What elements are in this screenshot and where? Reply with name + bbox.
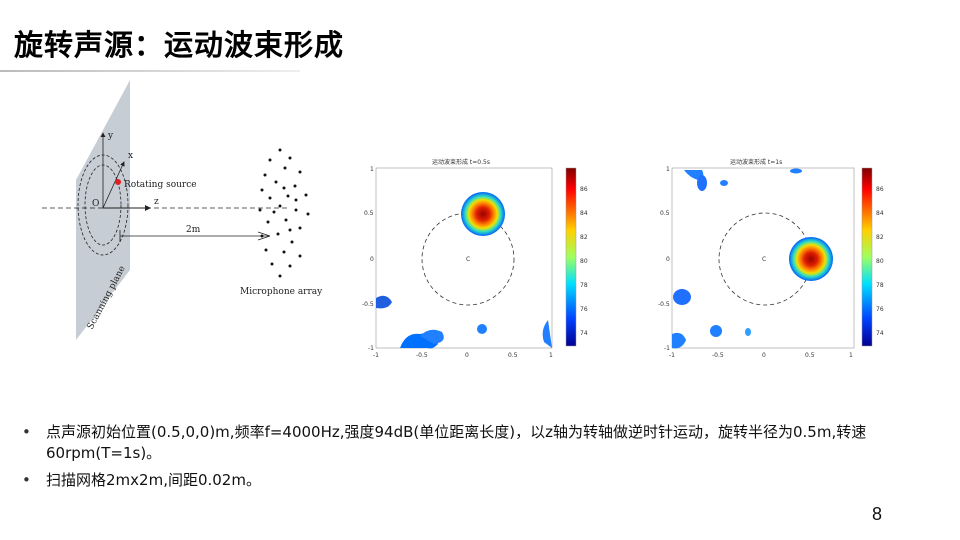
y-tick: -0.5 (362, 301, 374, 308)
microphone-array (258, 148, 310, 278)
y-tick: -1 (664, 345, 670, 352)
plot-frame (375, 167, 553, 349)
colorbar-tick: 84 (580, 210, 588, 217)
y-tick: 0 (370, 256, 374, 263)
page-number: 8 (872, 504, 883, 524)
source-path-circle (421, 212, 515, 306)
center-label: C (466, 256, 470, 263)
label-rotating-source: Rotating source (124, 180, 197, 190)
colorbar-tick: 84 (876, 210, 884, 217)
colorbar (565, 167, 577, 347)
colorbar-tick: 80 (580, 258, 588, 265)
y-tick: 0.5 (660, 210, 670, 217)
colorbar-tick: 74 (876, 330, 884, 337)
x-tick: 0 (762, 352, 766, 359)
x-tick: 0 (465, 352, 469, 359)
x-tick: 0.5 (508, 352, 518, 359)
source-hotspot (461, 192, 505, 236)
y-tick: 1 (370, 166, 374, 173)
bullet-list: 点声源初始位置(0.5,0,0)m,频率f=4000Hz,强度94dB(单位距离… (22, 422, 902, 497)
title-divider (0, 70, 300, 72)
plot-title: 运动波束形成 t=0.5s (432, 158, 490, 166)
plot-t1: 运动波束形成 t=1s C 1 0.5 0 -0.5 -1 -1 -0.5 0 … (658, 158, 884, 359)
colorbar (861, 167, 873, 347)
scanning-plane (76, 80, 130, 340)
rotation-circle (84, 164, 122, 246)
colorbar-tick: 86 (580, 186, 588, 193)
label-x: x (128, 151, 133, 161)
plot-title: 运动波束形成 t=1s (730, 158, 782, 166)
label-distance: 2m (186, 225, 201, 235)
rotation-path (77, 154, 129, 256)
y-tick: 0.5 (364, 210, 374, 217)
label-microphone-array: Microphone array (240, 287, 323, 297)
center-label: C (762, 256, 766, 263)
colorbar-tick: 82 (580, 234, 588, 241)
plot-t05: 运动波束形成 t=0.5s C 1 0.5 0 -0.5 -1 -1 -0.5 … (362, 158, 588, 359)
x-tick: 1 (849, 352, 853, 359)
colorbar-tick: 76 (876, 306, 884, 313)
y-tick: -1 (368, 345, 374, 352)
colorbar-tick: 86 (876, 186, 884, 193)
y-tick: -0.5 (658, 301, 670, 308)
x-tick: -1 (373, 352, 379, 359)
x-tick: -0.5 (416, 352, 428, 359)
x-tick: -1 (669, 352, 675, 359)
colorbar-tick: 80 (876, 258, 884, 265)
x-tick: -0.5 (712, 352, 724, 359)
bullet-item: 点声源初始位置(0.5,0,0)m,频率f=4000Hz,强度94dB(单位距离… (22, 422, 902, 464)
y-tick: 0 (666, 256, 670, 263)
y-tick: 1 (666, 166, 670, 173)
rotating-source-dot (115, 179, 121, 185)
x-tick: 0.5 (805, 352, 815, 359)
page-title: 旋转声源：运动波束形成 (14, 28, 345, 62)
label-origin: O (92, 199, 99, 209)
colorbar-tick: 82 (876, 234, 884, 241)
colorbar-tick: 74 (580, 330, 588, 337)
label-z: z (154, 197, 159, 207)
source-hotspot (789, 237, 833, 281)
bullet-item: 扫描网格2mx2m,间距0.02m。 (22, 470, 902, 491)
colorbar-tick: 76 (580, 306, 588, 313)
noise-blobs (672, 168, 802, 349)
x-tick: 1 (549, 352, 553, 359)
label-y: y (107, 131, 114, 141)
colorbar-tick: 78 (876, 282, 884, 289)
noise-blobs (376, 295, 552, 349)
colorbar-tick: 78 (580, 282, 588, 289)
